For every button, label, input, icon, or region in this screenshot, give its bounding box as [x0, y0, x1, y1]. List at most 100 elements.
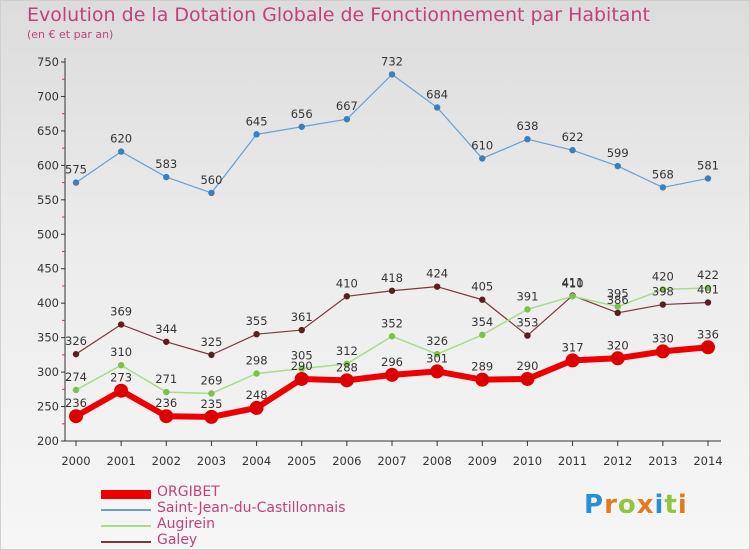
data-label: 405	[471, 280, 493, 294]
data-label: 298	[246, 353, 268, 367]
data-point	[208, 189, 215, 197]
data-point	[343, 115, 351, 123]
data-point	[159, 409, 174, 424]
data-label: 684	[426, 87, 448, 101]
data-label: 271	[155, 372, 177, 386]
data-point	[610, 351, 625, 366]
data-label: 361	[291, 310, 313, 324]
data-point	[339, 373, 354, 388]
x-tick-label: 2003	[197, 454, 226, 468]
y-tick-label: 300	[37, 365, 59, 379]
axes: 200 250 300 350 400 450 500 550 600 650 700 750 2000…	[37, 55, 723, 468]
data-point	[298, 123, 305, 130]
data-label: 424	[426, 267, 448, 281]
data-point	[614, 309, 621, 317]
data-label: 326	[426, 334, 448, 348]
data-label: 344	[155, 322, 177, 336]
data-label: 667	[336, 99, 358, 113]
x-tick-label: 2013	[648, 454, 677, 468]
data-label: 395	[607, 287, 629, 301]
data-label: 305	[291, 349, 313, 363]
data-point	[659, 286, 667, 293]
data-point	[253, 330, 260, 338]
data-point	[388, 71, 396, 78]
logo-letter: t	[664, 490, 678, 520]
y-tick-label: 250	[37, 400, 59, 414]
logo-letter: x	[636, 490, 655, 520]
x-tick-label: 2006	[332, 454, 361, 468]
data-point	[614, 162, 621, 170]
data-label: 418	[381, 271, 403, 285]
data-label: 610	[471, 138, 493, 152]
data-point	[659, 301, 667, 308]
y-tick-label: 200	[37, 434, 59, 448]
data-point	[117, 321, 125, 328]
series-line	[75, 73, 709, 194]
data-label: 398	[652, 285, 674, 299]
logo-letter: P	[584, 490, 605, 520]
data-point	[72, 179, 80, 186]
y-tick-label: 450	[37, 262, 59, 276]
legend-swatch	[101, 509, 151, 511]
data-point	[343, 360, 351, 368]
data-label: 420	[652, 269, 674, 283]
legend-swatch	[101, 489, 151, 499]
y-tick-label: 400	[37, 296, 59, 310]
chart-title: Evolution de la Dotation Globale de Fonc…	[27, 4, 650, 26]
data-point	[524, 135, 531, 143]
data-point	[253, 131, 260, 138]
data-point	[298, 365, 305, 372]
x-tick-label: 2010	[513, 454, 542, 468]
data-label: 317	[562, 340, 584, 354]
x-tick-label: 2012	[603, 454, 632, 468]
data-point	[479, 296, 486, 303]
y-tick-label: 650	[37, 124, 59, 138]
legend-label: Augirein	[157, 516, 216, 532]
x-tick-label: 2000	[61, 454, 90, 468]
data-point	[433, 350, 441, 358]
data-label: 568	[652, 167, 674, 181]
data-label: 732	[381, 54, 403, 68]
data-label: 289	[471, 360, 493, 374]
y-tick-label: 750	[37, 55, 59, 69]
data-point	[208, 390, 215, 397]
data-point	[163, 388, 170, 396]
data-label: 235	[200, 397, 222, 411]
data-point	[524, 306, 531, 313]
data-point	[520, 371, 535, 386]
data-label: 354	[471, 315, 493, 329]
data-label: 581	[697, 158, 719, 172]
data-point	[117, 148, 125, 155]
data-point	[343, 293, 351, 300]
data-label: 326	[65, 334, 87, 348]
logo-letter: i	[654, 490, 665, 520]
data-label: 273	[110, 371, 132, 385]
series-layer	[69, 71, 715, 424]
data-point	[69, 409, 83, 424]
legend-label: ORGIBET	[157, 484, 220, 500]
data-point	[72, 350, 80, 358]
y-tick-label: 700	[37, 89, 59, 103]
y-tick-label: 600	[37, 158, 59, 172]
data-label: 288	[336, 360, 358, 374]
data-label: 422	[697, 268, 719, 282]
data-point	[388, 333, 396, 340]
legend-label: Galey	[157, 532, 198, 548]
logo-letter: r	[604, 490, 618, 520]
data-point	[704, 299, 712, 306]
data-point	[208, 351, 215, 359]
data-label: 599	[607, 146, 629, 160]
x-tick-label: 2009	[468, 454, 497, 468]
data-point	[524, 332, 531, 339]
x-tick-label: 2001	[107, 454, 136, 468]
data-point	[655, 344, 670, 359]
data-point	[294, 371, 309, 386]
data-point	[475, 372, 490, 387]
x-tick-label: 2014	[693, 454, 722, 468]
data-label: 353	[516, 316, 538, 330]
x-tick-label: 2007	[377, 454, 406, 468]
data-label: 560	[200, 173, 222, 187]
data-point	[569, 293, 576, 300]
